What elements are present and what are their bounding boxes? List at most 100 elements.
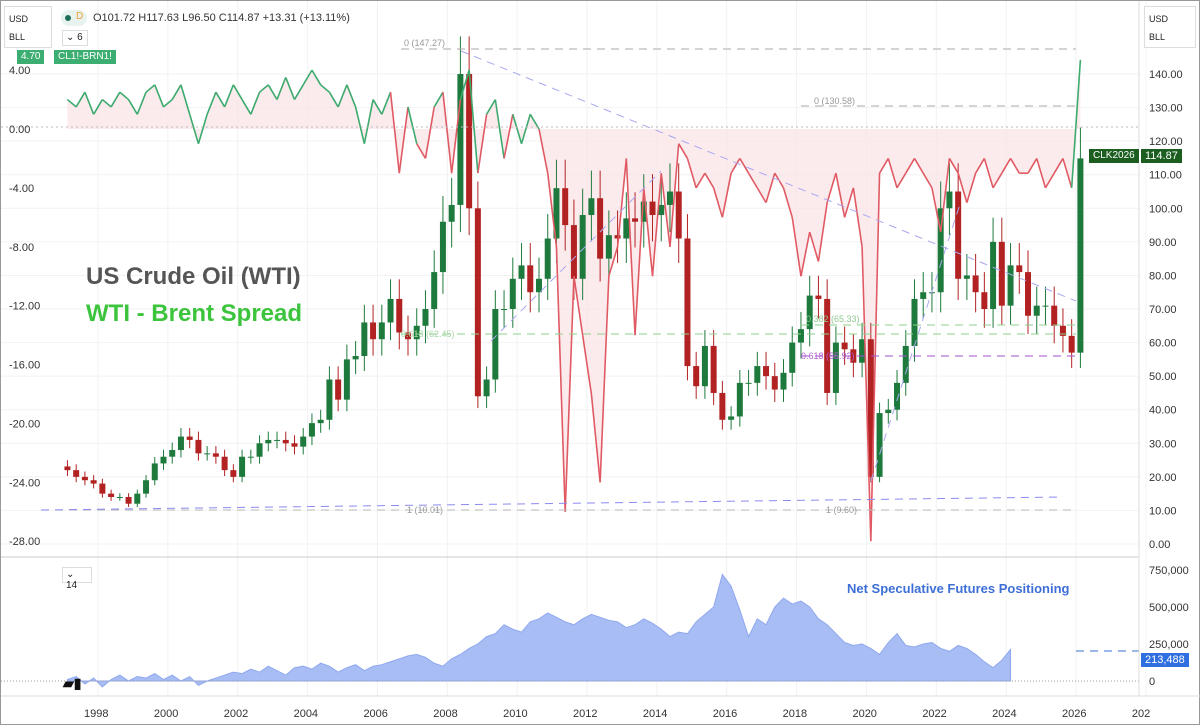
spread-segment	[171, 84, 182, 100]
candle	[509, 278, 516, 310]
spread-segment	[887, 158, 898, 189]
legend-ohlc: D O101.72 H117.63 L96.50 C114.87 +13.31 …	[61, 10, 350, 26]
candle	[448, 204, 455, 222]
right-currency-unit-selector[interactable]: USD BLL	[1144, 6, 1196, 48]
spread-segment	[651, 173, 663, 277]
currency-unit-selector[interactable]: USD BLL	[4, 6, 52, 48]
spread-area	[67, 59, 1081, 542]
spread-segment	[259, 84, 269, 93]
indicator-count: 14	[66, 580, 78, 591]
spread-segment	[861, 246, 872, 542]
unit-label: BLL	[1149, 32, 1166, 42]
spread-segment	[398, 106, 409, 174]
trendline-resistance[interactable]	[460, 50, 1077, 302]
positioning-tick: 250,000	[1149, 639, 1189, 651]
spread-segment	[154, 84, 165, 108]
spread-segment	[573, 276, 584, 336]
candle	[501, 309, 508, 311]
candle	[544, 238, 551, 279]
candle	[955, 191, 962, 279]
indicators-toggle[interactable]: ⌄ 6	[62, 30, 88, 46]
spread-segment	[625, 158, 636, 336]
spread-segment	[546, 173, 558, 247]
spread-segment	[381, 91, 392, 115]
spread-segment	[424, 106, 435, 159]
time-tick: 2000	[154, 708, 178, 720]
spread-segment	[110, 91, 121, 108]
spread-segment	[84, 91, 95, 115]
trendline-support[interactable]	[40, 496, 1064, 511]
candle	[291, 443, 298, 447]
spread-segment	[232, 84, 243, 100]
positioning-tick: 750,000	[1149, 565, 1189, 577]
candle	[413, 325, 420, 340]
spread-segment	[826, 172, 837, 203]
spread-segment	[1062, 158, 1073, 189]
candle	[230, 470, 237, 477]
trendline-2011[interactable]	[490, 170, 662, 342]
candle	[632, 218, 639, 222]
status-dot-icon[interactable]: D	[61, 10, 87, 26]
last-price-badge: 114.87	[1141, 149, 1182, 163]
spread-segment	[843, 187, 855, 218]
spread-segment	[817, 202, 828, 262]
time-tick: 2024	[992, 708, 1016, 720]
candle	[1059, 325, 1066, 336]
candle	[562, 188, 569, 226]
spread-segment	[992, 172, 1003, 189]
candle	[850, 349, 857, 363]
candle	[1007, 265, 1014, 306]
spread-segment	[337, 84, 348, 108]
candle	[81, 476, 88, 481]
currency-label: USD	[1149, 14, 1169, 24]
candle	[937, 208, 944, 293]
chevron-down-icon: ⌄	[66, 32, 75, 43]
candle	[518, 265, 525, 279]
candle	[308, 423, 315, 437]
candle	[605, 235, 612, 259]
candle	[204, 453, 211, 455]
candle	[221, 456, 228, 471]
time-tick: 2018	[783, 708, 807, 720]
spread-segment	[250, 91, 261, 115]
spread-segment	[669, 143, 680, 247]
spread-segment	[285, 77, 296, 100]
candle	[474, 208, 481, 397]
time-tick: 2022	[922, 708, 946, 720]
candle	[902, 345, 909, 383]
time-tick: 202	[1132, 708, 1150, 720]
spread-segment	[346, 84, 357, 108]
spread-segment	[1027, 158, 1038, 174]
unit-label: BLL	[9, 32, 26, 42]
candle	[361, 322, 368, 357]
candle	[972, 275, 979, 293]
spread-segment	[241, 99, 252, 115]
spread-value-badge: 4.70	[17, 50, 45, 64]
spread-segment	[119, 91, 130, 101]
spread-segment	[896, 172, 907, 189]
spread-segment	[206, 91, 217, 115]
candle	[1051, 305, 1058, 326]
candle	[282, 439, 289, 444]
spread-segment	[1035, 158, 1047, 189]
spread-segment	[127, 99, 138, 115]
candle	[946, 191, 953, 209]
candle	[614, 235, 621, 239]
spread-segment	[267, 84, 278, 100]
lower-pane-indicators-toggle[interactable]: ⌄ 14	[62, 567, 92, 591]
candle	[885, 409, 892, 414]
spread-segment	[538, 128, 549, 174]
candle	[134, 493, 141, 504]
trendline-2020[interactable]	[870, 200, 962, 482]
candle	[160, 456, 167, 464]
spread-segment	[712, 187, 724, 218]
chevron-down-icon: ⌄	[66, 569, 75, 580]
candle	[920, 292, 927, 299]
candle	[789, 342, 796, 373]
price-tick: 60.00	[1149, 338, 1177, 350]
spread-segment	[878, 158, 889, 174]
spread-segment	[145, 84, 156, 93]
tradingview-logo[interactable]: ▰▮	[63, 675, 82, 691]
candle	[963, 275, 970, 279]
